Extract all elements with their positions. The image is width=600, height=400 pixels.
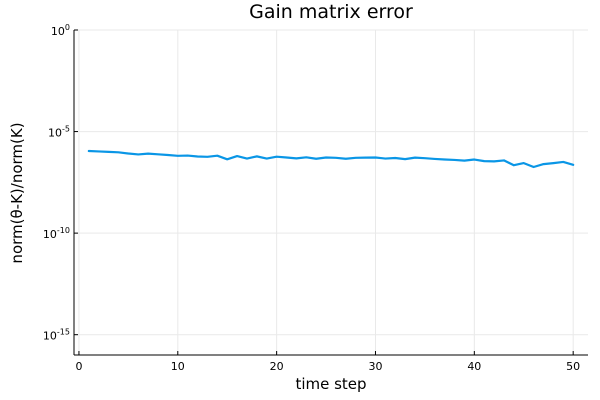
series-layer [87,149,575,169]
axes-layer [73,30,588,356]
x-tick-label: 0 [75,360,82,373]
y-tick-label: 10-10 [43,226,70,241]
y-tick-label: 10-5 [48,125,70,140]
x-tick-label: 40 [467,360,481,373]
x-tick-label: 50 [566,360,580,373]
x-axis-label: time step [295,375,366,393]
y-tick-label: 100 [51,23,70,38]
x-tick-label: 20 [270,360,284,373]
x-tick-label: 30 [368,360,382,373]
x-tick-labels: 0 10 20 30 40 50 [75,351,580,373]
y-tick-labels: 100 10-5 10-10 10-15 [43,23,78,343]
chart-title: Gain matrix error [249,1,413,23]
x-tick-label: 10 [171,360,185,373]
y-tick-label: 10-15 [43,328,70,343]
series-line [87,149,575,169]
grid-layer [74,29,588,355]
y-axis-label: norm(θ-K)/norm(K) [8,122,26,263]
